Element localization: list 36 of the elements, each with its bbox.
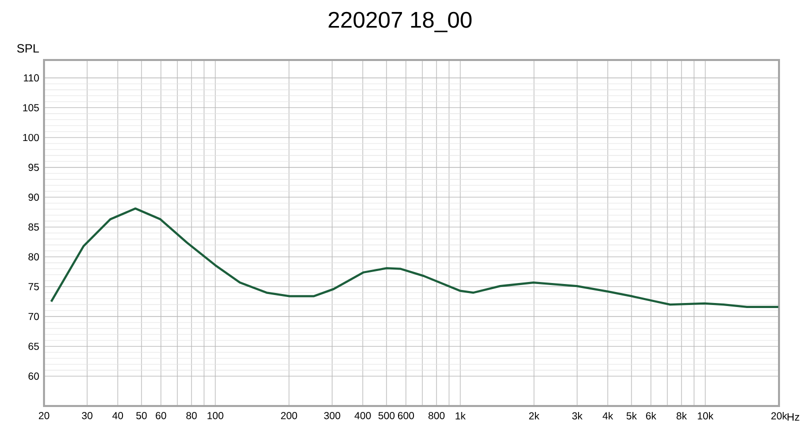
x-tick-label: 50	[136, 412, 147, 420]
x-tick-label: 10k	[698, 412, 714, 420]
y-tick-label: 105	[23, 104, 39, 112]
x-tick-label: 400	[354, 412, 371, 420]
x-axis-title: Hz	[788, 413, 800, 421]
y-tick-label: 70	[28, 312, 39, 320]
x-tick-label: 8k	[676, 412, 687, 420]
y-tick-label: 65	[28, 342, 39, 350]
x-tick-label: 100	[208, 412, 224, 420]
y-tick-label: 85	[28, 223, 39, 231]
x-tick-label: 200	[281, 412, 298, 420]
x-tick-label: 30	[82, 412, 92, 420]
x-tick-label: 500	[378, 412, 395, 420]
x-tick-label: 60	[156, 412, 166, 420]
y-tick-label: 95	[28, 164, 39, 171]
x-tick-label: 40	[112, 412, 124, 420]
y-tick-label: 90	[28, 194, 39, 201]
y-tick-label: 110	[24, 74, 39, 82]
y-axis-title: SPL	[17, 44, 39, 53]
y-tick-label: 100	[23, 134, 39, 142]
x-tick-label: 800	[428, 412, 445, 420]
x-tick-label: 20	[38, 412, 50, 420]
chart-title: 220207 18_00	[328, 12, 472, 32]
x-tick-label: 1k	[456, 412, 466, 420]
x-tick-label: 600	[398, 412, 414, 420]
x-tick-label: 80	[186, 412, 197, 420]
x-tick-label: 3k	[572, 412, 583, 420]
x-tick-label: 2k	[529, 412, 540, 420]
y-tick-label: 80	[28, 253, 39, 260]
y-tick-label: 75	[28, 283, 39, 290]
x-tick-label: 5k	[626, 412, 637, 420]
x-tick-label: 20k	[771, 412, 788, 420]
x-tick-label: 6k	[646, 412, 656, 420]
y-tick-label: 60	[28, 372, 39, 380]
x-tick-label: 300	[324, 412, 340, 420]
x-tick-label: 4k	[602, 412, 614, 420]
